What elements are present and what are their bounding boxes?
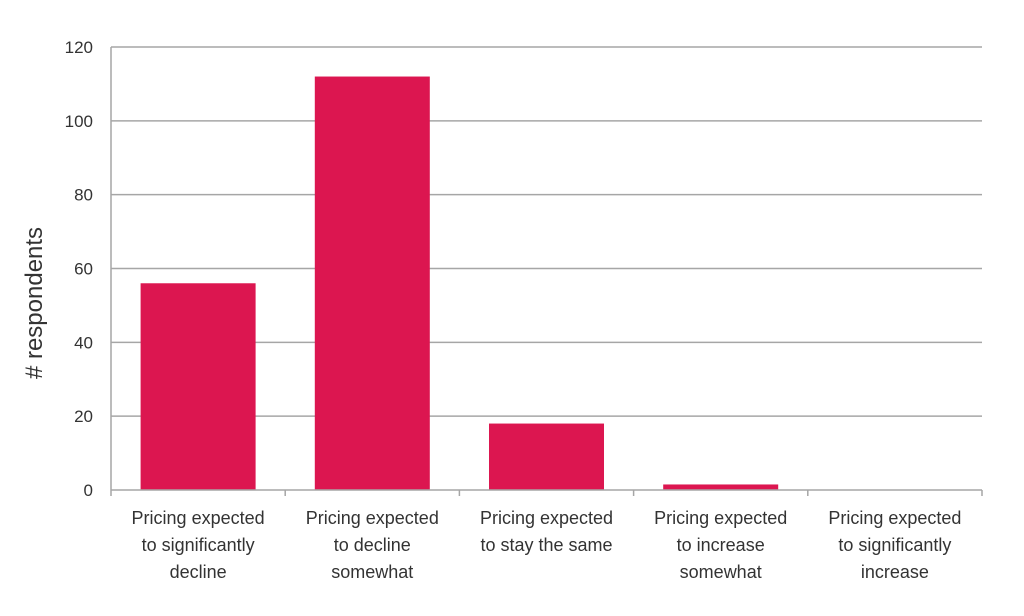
bars (140, 76, 779, 491)
bar (314, 76, 430, 491)
x-category-label: Pricing expected to significantly decline (132, 508, 265, 582)
y-tick-label: 20 (74, 407, 93, 426)
x-category-label: Pricing expected to significantly increase (828, 508, 961, 582)
y-axis-title: # respondents (21, 227, 48, 379)
y-tick-label: 60 (74, 260, 93, 279)
x-category-label: Pricing expected to stay the same (480, 508, 613, 555)
x-category-labels: Pricing expected to significantly decline P… (132, 508, 962, 582)
y-tick-label: 120 (65, 38, 93, 57)
bar (663, 484, 779, 490)
x-category-label: Pricing expected to increase somewhat (654, 508, 787, 582)
y-tick-label: 100 (65, 112, 93, 131)
y-tick-labels: 0 20 40 60 80 100 120 (65, 38, 93, 500)
y-tick-label: 80 (74, 186, 93, 205)
gridlines (111, 46, 982, 417)
bar (489, 423, 604, 490)
bar (140, 283, 256, 490)
y-tick-label: 40 (74, 333, 93, 352)
axes (110, 47, 983, 496)
y-tick-label: 0 (84, 481, 93, 500)
x-category-label: Pricing expected to decline somewhat (306, 508, 439, 582)
